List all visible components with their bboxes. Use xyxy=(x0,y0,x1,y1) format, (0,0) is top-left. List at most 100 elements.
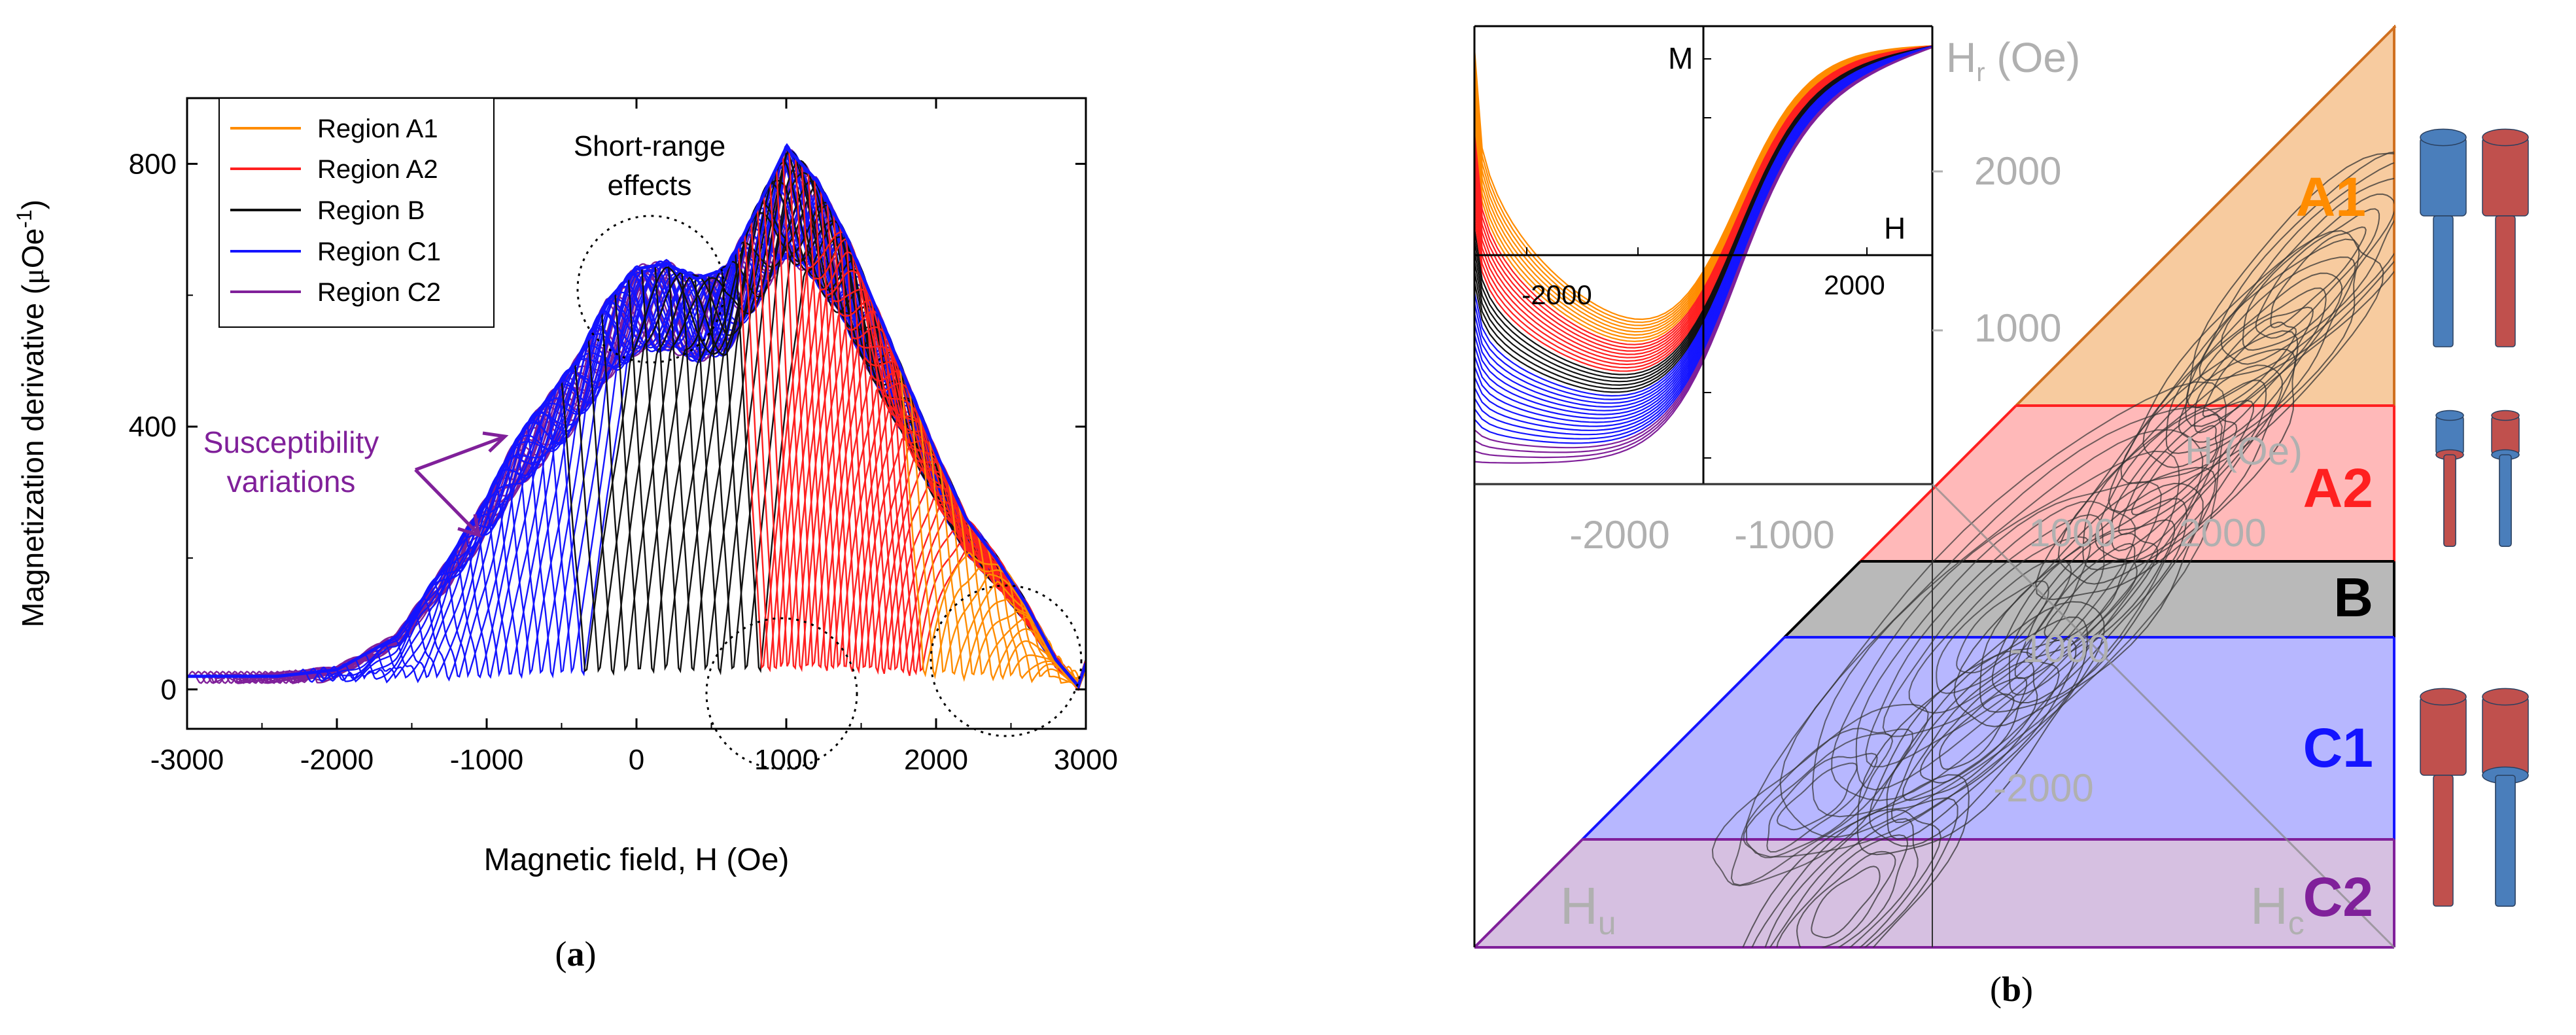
region-diagonal-border xyxy=(2015,25,2397,407)
contour-line xyxy=(2270,226,2367,328)
nanowire-cap xyxy=(2435,415,2464,455)
annotation-susceptibility-line1: Susceptibility xyxy=(203,425,379,459)
curve-region-a1 xyxy=(918,413,1086,690)
hu-tick-neg2000: -2000 xyxy=(1569,513,1669,557)
contour-line xyxy=(2255,208,2380,339)
x-tick-label: 0 xyxy=(629,744,644,776)
curve-region-a1 xyxy=(1035,622,1085,684)
annotation-short-range-line2: effects xyxy=(608,169,692,202)
nanowire-cap xyxy=(2482,137,2529,217)
inset-label-m: M xyxy=(1668,41,1693,75)
contour-line xyxy=(1711,703,1929,886)
contour-line xyxy=(1743,733,1894,858)
nanowire-stem xyxy=(2433,775,2454,907)
nanowire-cap xyxy=(2420,696,2467,776)
inset-tick-label-pos: 2000 xyxy=(1824,270,1885,300)
contour-line xyxy=(2242,193,2394,351)
inset-plot: M H -2000 2000 xyxy=(1474,26,1932,484)
inset-tick-label-neg: -2000 xyxy=(1522,279,1592,310)
hc-tick-2000: 2000 xyxy=(2179,511,2266,555)
nanowire-stem xyxy=(2495,775,2516,907)
contour-line xyxy=(1855,481,2162,791)
ghost-h-label: H (Oe) xyxy=(2185,429,2303,473)
hu-axis: -2000 -1000 Hu xyxy=(1560,513,1835,941)
x-tick-label: -3000 xyxy=(150,744,224,776)
nanowire-cap-top xyxy=(2420,688,2467,706)
contour-line xyxy=(1811,429,2204,818)
contour-line xyxy=(1856,601,2105,856)
contour-line xyxy=(1766,752,1878,853)
curve-region-a1 xyxy=(938,459,1086,687)
contour-line xyxy=(2035,330,2299,601)
annotation-susceptibility-line2: variations xyxy=(227,465,356,499)
region-diagonal-border xyxy=(1581,636,1786,841)
x-axis-label: Magnetic field, H (Oe) xyxy=(484,843,790,877)
contour-line xyxy=(2120,238,2360,484)
contour-line xyxy=(1908,536,2091,714)
contour-line xyxy=(1991,498,2187,703)
hu-axis-title: Hu xyxy=(1560,877,1616,941)
x-tick-label: 2000 xyxy=(904,744,968,776)
legend-label-a2: Region A2 xyxy=(317,155,438,184)
y-tick-label: 800 xyxy=(129,148,177,180)
annotation-short-range-line1: Short-range xyxy=(574,130,725,162)
region-label-b: B xyxy=(2333,567,2373,628)
region-diagonal-border xyxy=(1473,838,1584,949)
nanowire-cap xyxy=(2420,137,2467,217)
dotted-circle-mid xyxy=(705,617,858,770)
contour-line xyxy=(1831,450,2180,801)
contour-line xyxy=(2220,177,2394,365)
region-label-a2: A2 xyxy=(2303,457,2373,519)
dotted-circle-high xyxy=(930,584,1083,737)
caption-b: (b) xyxy=(1990,970,2033,1009)
ghost-tick-1000: 1000 xyxy=(2028,511,2115,555)
legend-label-b: Region B xyxy=(317,196,425,225)
legend-label-c2: Region C2 xyxy=(317,278,441,307)
region-diagonal-border xyxy=(1859,404,2017,563)
hc-axis: 2000 1000 H (Oe) -1000 -2000 Hc xyxy=(1993,429,2305,941)
ghost-diagonal xyxy=(1931,483,2395,949)
hr-tick-1000: 1000 xyxy=(1974,306,2061,350)
region-label-a1: A1 xyxy=(2296,166,2366,228)
contour-line xyxy=(1726,774,1970,947)
hc-axis-title: Hc xyxy=(2250,877,2305,941)
hr-axis: Hr (Oe) 2000 1000 xyxy=(1932,34,2080,350)
contour-line xyxy=(1744,797,1958,947)
region-label-c2: C2 xyxy=(2303,866,2373,928)
contour-line xyxy=(1882,514,2105,737)
nanowire-stem xyxy=(2495,215,2516,347)
contour-line xyxy=(1730,728,1914,886)
contour-line xyxy=(1775,834,1909,947)
contour-line xyxy=(1811,866,1881,939)
panel-a: -3000 -2000 -1000 0 1000 2000 3000 0 400 800 Magn… xyxy=(12,97,1118,974)
contour-line xyxy=(2185,150,2394,408)
nanowire-cap-top xyxy=(2435,410,2464,421)
panel-b: M H -2000 2000 Hr (Oe) 2000 1000 -2000 xyxy=(1473,25,2529,1009)
legend-box xyxy=(218,97,495,328)
hr-axis-title: Hr (Oe) xyxy=(1946,34,2080,87)
nanowire-stem xyxy=(2499,454,2512,547)
contour-line xyxy=(1865,500,2136,767)
legend: Region A1 Region A2 Region B Region C1 R… xyxy=(218,97,495,328)
legend-label-a1: Region A1 xyxy=(317,114,438,143)
inset-label-h: H xyxy=(1884,211,1906,245)
region-diagonal-border xyxy=(1783,560,1862,639)
contour-line xyxy=(2185,145,2394,427)
curve-region-a1 xyxy=(947,480,1086,685)
nanowire-stem xyxy=(2433,215,2454,347)
x-tick-label: 3000 xyxy=(1054,744,1118,776)
susceptibility-arrows xyxy=(414,431,509,538)
y-axis-label: Magnetization derivative (μOe-1) xyxy=(12,200,50,627)
x-tick-label: 1000 xyxy=(754,744,818,776)
contour-line xyxy=(2131,425,2218,516)
panel-a-curves xyxy=(187,143,1086,692)
region-label-c1: C1 xyxy=(2303,717,2373,779)
contour-line xyxy=(2014,533,2159,679)
nanowire-cap xyxy=(2482,696,2529,776)
contour-line xyxy=(1936,559,2072,694)
contour-line xyxy=(1748,809,1941,947)
contour-line xyxy=(1979,482,2204,713)
contour-line xyxy=(1796,851,1896,947)
forc-contours xyxy=(1711,145,2394,947)
y-tick-label: 0 xyxy=(161,674,177,706)
